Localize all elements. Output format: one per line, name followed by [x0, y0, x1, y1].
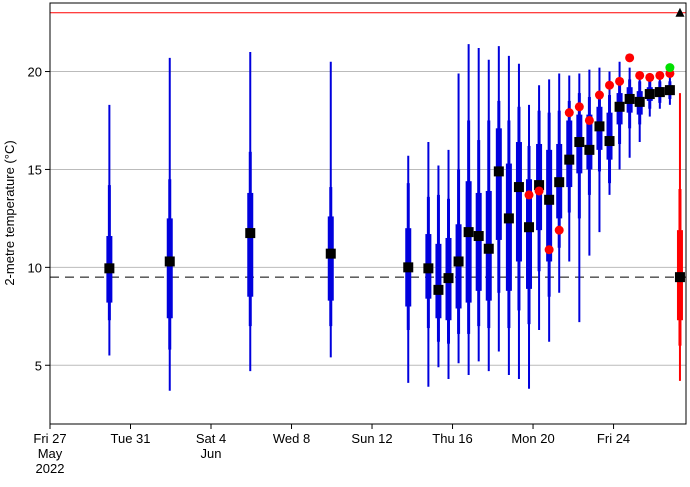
observed-dot [605, 80, 615, 90]
iqr-box [526, 179, 533, 289]
median-marker [544, 194, 555, 205]
median-marker [554, 177, 565, 188]
x-tick-label: Thu 16 [432, 431, 472, 446]
median-marker [483, 243, 494, 254]
median-marker [534, 180, 545, 191]
y-tick-label: 15 [28, 162, 42, 177]
y-tick-label: 20 [28, 65, 42, 80]
median-marker [524, 222, 535, 233]
box-series [104, 44, 675, 391]
iqr-box [465, 181, 472, 303]
observed-dot [554, 225, 564, 235]
x-tick-label: Jun [201, 446, 222, 461]
iqr-box [586, 114, 593, 170]
median-marker [654, 87, 665, 98]
observed-dot [544, 245, 554, 255]
iqr-box [247, 192, 254, 297]
median-marker [634, 96, 645, 107]
x-tick-label: Sun 12 [351, 431, 392, 446]
median-marker [503, 213, 514, 224]
observed-dot [635, 70, 645, 80]
observed-dot [625, 53, 635, 63]
median-marker [245, 228, 256, 239]
y-axis-label: 2-metre temperature (°C) [2, 140, 17, 285]
median-marker [574, 137, 585, 148]
green-dot [665, 63, 675, 73]
iqr-box [475, 192, 482, 291]
observed-dot [594, 90, 604, 100]
observed-dots [524, 53, 675, 255]
observed-dot [564, 108, 574, 118]
observed-dot [584, 115, 594, 125]
median-marker [644, 89, 655, 100]
iqr-box [515, 142, 522, 262]
median-marker [433, 284, 444, 295]
iqr-box [435, 243, 442, 319]
median-marker [564, 154, 575, 165]
median-marker [164, 256, 175, 267]
x-tick-label: Tue 31 [111, 431, 151, 446]
median-marker [584, 144, 595, 155]
median-marker [594, 121, 605, 132]
observed-dot [655, 70, 665, 80]
markers [675, 7, 685, 17]
x-tick-label: Mon 20 [511, 431, 554, 446]
y-tick-label: 10 [28, 260, 42, 275]
iqr-box [566, 120, 573, 188]
median-marker [513, 182, 524, 193]
x-tick-label: May [38, 446, 63, 461]
median-marker [614, 101, 625, 112]
median-marker [443, 273, 454, 284]
median-marker [453, 256, 464, 267]
climate-box [674, 93, 685, 381]
iqr-box [166, 218, 173, 319]
observed-dot [615, 76, 625, 86]
x-tick-label: Fri 24 [597, 431, 630, 446]
x-tick-label: Fri 27 [33, 431, 66, 446]
median-marker [325, 248, 336, 259]
plot-frame [49, 2, 687, 425]
y-axis: 5 10 15 20 [28, 65, 50, 373]
iqr-box [505, 163, 512, 291]
observed-dot [574, 102, 584, 112]
triangle-marker [675, 7, 685, 17]
climate-median-marker [674, 272, 685, 283]
y-tick-label: 5 [35, 358, 42, 373]
median-marker [664, 85, 675, 96]
median-marker [463, 227, 474, 238]
iqr-box [546, 149, 553, 262]
iqr-box [495, 128, 502, 240]
median-marker [403, 262, 414, 273]
median-marker [604, 136, 615, 147]
median-marker [624, 93, 635, 104]
observed-dot [645, 72, 655, 82]
median-marker [104, 263, 115, 274]
x-tick-label: Sat 4 [196, 431, 226, 446]
median-marker [423, 263, 434, 274]
median-marker [473, 231, 484, 242]
observed-dot [534, 186, 544, 196]
x-tick-label: Wed 8 [273, 431, 310, 446]
observed-dot [524, 190, 534, 200]
median-marker [493, 166, 504, 177]
x-tick-label: 2022 [36, 461, 65, 476]
